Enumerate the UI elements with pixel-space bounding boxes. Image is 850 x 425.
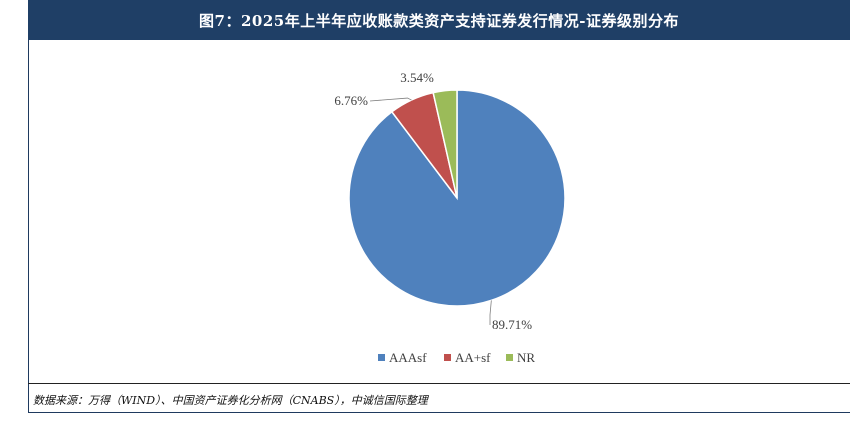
data-label: 89.71%	[492, 317, 532, 332]
data-label: 6.76%	[334, 93, 368, 108]
legend-entry: NR	[517, 350, 535, 365]
chart-title: 图7：2025年上半年应收账款类资产支持证券发行情况-证券级别分布	[28, 0, 850, 40]
pie-data-labels: 89.71% 6.76% 3.54%	[334, 70, 532, 332]
leader-line	[489, 300, 492, 325]
leader-line	[369, 97, 412, 102]
source-divider	[28, 383, 850, 384]
legend-swatch	[378, 354, 385, 361]
source-note: 数据来源：万得（WIND）、中国资产证券化分析网（CNABS），中诚信国际整理	[33, 394, 428, 407]
legend-swatch	[506, 354, 513, 361]
pie-slices	[348, 89, 566, 307]
chart-legend: AAAsf AA+sf NR	[378, 350, 535, 365]
chart-frame	[28, 0, 850, 413]
pie-slice-nr	[432, 89, 458, 199]
data-label: 3.54%	[400, 70, 434, 85]
legend-entry: AAAsf	[389, 350, 427, 365]
legend-swatch	[444, 354, 451, 361]
legend-entry: AA+sf	[455, 350, 491, 365]
